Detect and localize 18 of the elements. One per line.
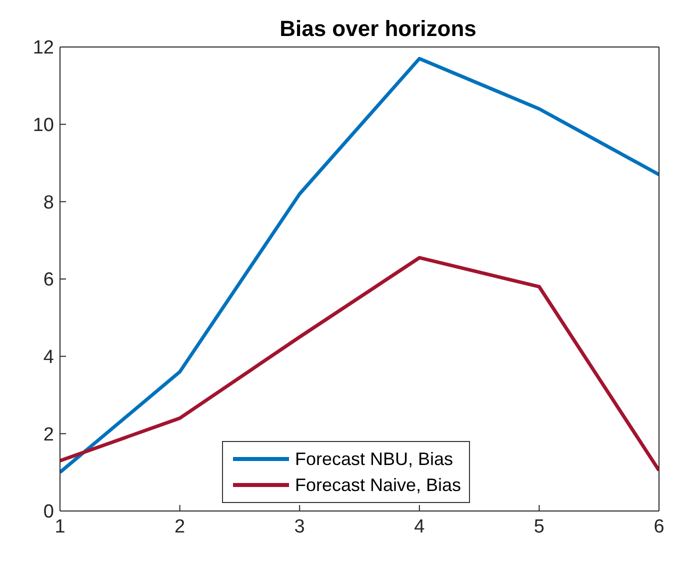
x-tick-label: 3: [294, 516, 305, 538]
x-tick-label: 2: [174, 516, 186, 538]
x-tick-label: 4: [414, 516, 426, 538]
y-tick-label: 6: [43, 270, 54, 291]
y-tick-label: 4: [43, 347, 54, 368]
y-tick-label: 0: [43, 502, 54, 523]
line-series: [60, 256, 659, 472]
legend-label: Forecast Naive, Bias: [295, 474, 462, 497]
y-tick-label: 8: [43, 192, 54, 214]
line-series: [60, 56, 659, 474]
x-tick-label: 6: [654, 516, 664, 538]
legend-label: Forecast NBU, Bias: [295, 448, 454, 471]
x-tick-label: 5: [534, 516, 544, 538]
y-tick-label: 10: [32, 115, 54, 136]
x-tick-label: 1: [54, 516, 66, 538]
chart-title: Bias over horizons: [280, 16, 476, 41]
y-tick-label: 2: [43, 424, 54, 446]
y-tick-label: 12: [32, 38, 54, 59]
